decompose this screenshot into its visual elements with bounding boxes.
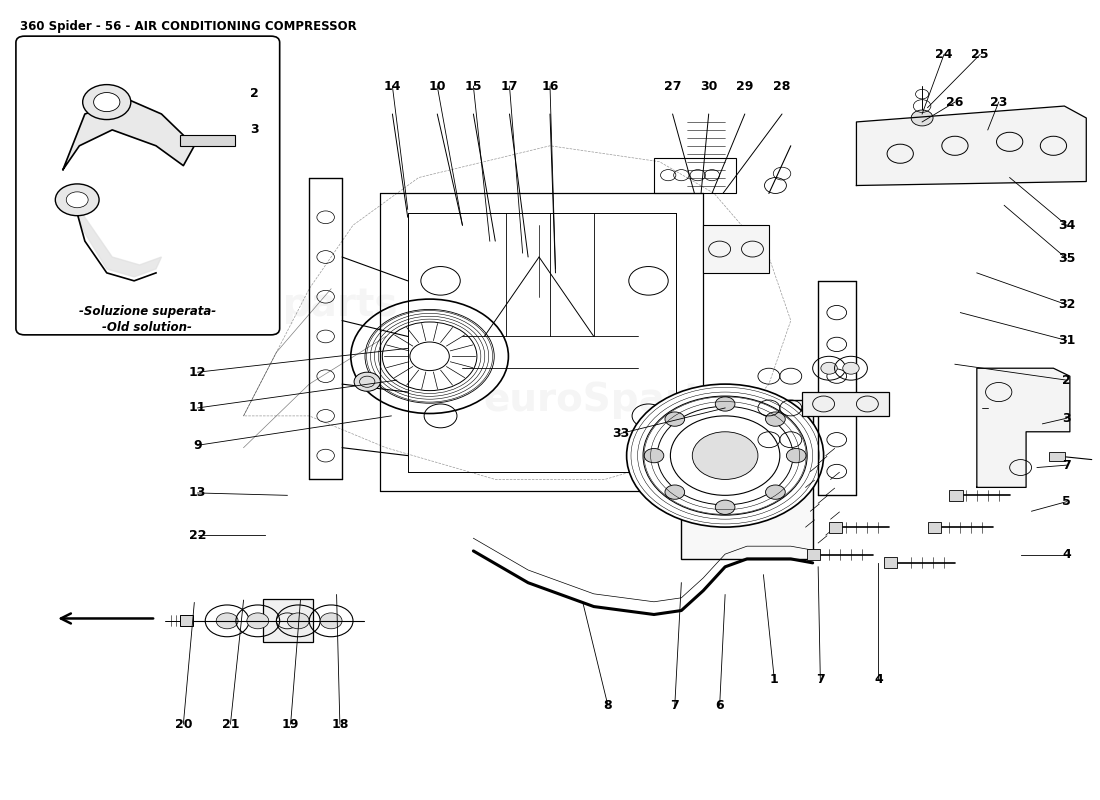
Circle shape xyxy=(821,362,837,374)
Text: 17: 17 xyxy=(500,80,518,93)
Text: 7: 7 xyxy=(670,699,679,712)
Text: 24: 24 xyxy=(935,48,953,61)
Text: 30: 30 xyxy=(700,80,717,93)
Text: 6: 6 xyxy=(715,699,724,712)
Circle shape xyxy=(94,93,120,112)
Text: 29: 29 xyxy=(736,80,754,93)
Bar xyxy=(807,550,821,561)
Text: 20: 20 xyxy=(175,718,192,730)
Circle shape xyxy=(287,613,309,629)
Text: 12: 12 xyxy=(189,366,207,378)
Bar xyxy=(180,615,194,626)
Circle shape xyxy=(217,613,238,629)
Text: 19: 19 xyxy=(282,718,299,730)
Bar xyxy=(180,134,234,146)
Bar xyxy=(949,490,962,501)
Circle shape xyxy=(766,412,785,426)
Circle shape xyxy=(82,85,131,119)
Circle shape xyxy=(911,110,933,126)
Text: 2: 2 xyxy=(250,87,258,100)
Text: euroSparts: euroSparts xyxy=(484,381,726,419)
Text: 360 Spider - 56 - AIR CONDITIONING COMPRESSOR: 360 Spider - 56 - AIR CONDITIONING COMPR… xyxy=(20,20,356,33)
Circle shape xyxy=(246,613,268,629)
Text: 10: 10 xyxy=(429,80,446,93)
Circle shape xyxy=(66,192,88,208)
Text: 15: 15 xyxy=(464,80,482,93)
Text: 14: 14 xyxy=(384,80,402,93)
Text: 32: 32 xyxy=(1058,298,1076,311)
Text: euroSparts: euroSparts xyxy=(155,286,397,324)
Text: 8: 8 xyxy=(604,699,613,712)
Polygon shape xyxy=(63,100,195,170)
Circle shape xyxy=(320,613,342,629)
Polygon shape xyxy=(68,194,162,277)
Text: 34: 34 xyxy=(1058,218,1076,232)
Text: 25: 25 xyxy=(971,48,989,61)
Circle shape xyxy=(692,432,758,479)
Text: 4: 4 xyxy=(1063,549,1071,562)
Text: 7: 7 xyxy=(816,673,825,686)
Text: 4: 4 xyxy=(874,673,882,686)
Text: 26: 26 xyxy=(946,95,964,109)
Circle shape xyxy=(627,384,824,527)
Text: 13: 13 xyxy=(189,486,207,499)
Bar xyxy=(927,522,940,533)
Text: 7: 7 xyxy=(1063,458,1071,472)
Circle shape xyxy=(843,362,859,374)
Text: 2: 2 xyxy=(1063,374,1071,386)
Text: 21: 21 xyxy=(222,718,239,730)
Circle shape xyxy=(666,485,684,499)
Text: 18: 18 xyxy=(331,718,349,730)
Bar xyxy=(829,522,843,533)
Text: 16: 16 xyxy=(541,80,559,93)
Circle shape xyxy=(55,184,99,216)
Circle shape xyxy=(666,412,684,426)
Text: 22: 22 xyxy=(189,529,207,542)
Text: 1: 1 xyxy=(770,673,779,686)
Bar xyxy=(883,558,896,569)
Text: 31: 31 xyxy=(1058,334,1076,347)
Circle shape xyxy=(766,485,785,499)
Polygon shape xyxy=(977,368,1070,487)
Text: 33: 33 xyxy=(613,427,630,440)
Text: 11: 11 xyxy=(189,402,207,414)
Bar xyxy=(703,226,769,273)
Text: 35: 35 xyxy=(1058,252,1076,265)
Bar xyxy=(681,400,813,559)
Circle shape xyxy=(410,342,449,370)
Text: 23: 23 xyxy=(990,95,1008,109)
Text: -Old solution-: -Old solution- xyxy=(102,321,192,334)
Circle shape xyxy=(715,500,735,514)
Text: 3: 3 xyxy=(1063,412,1071,425)
Bar xyxy=(263,598,312,642)
Text: 28: 28 xyxy=(773,80,791,93)
Text: 27: 27 xyxy=(663,80,681,93)
Polygon shape xyxy=(857,106,1087,186)
Bar xyxy=(1049,452,1066,461)
Circle shape xyxy=(354,372,381,391)
FancyBboxPatch shape xyxy=(15,36,279,335)
Bar xyxy=(654,158,736,194)
Text: 3: 3 xyxy=(250,123,258,136)
Circle shape xyxy=(786,449,806,462)
Circle shape xyxy=(715,397,735,411)
Bar xyxy=(802,392,889,416)
Circle shape xyxy=(645,449,663,462)
Text: -Soluzione superata-: -Soluzione superata- xyxy=(79,305,216,318)
Text: 5: 5 xyxy=(1063,495,1071,508)
Text: 9: 9 xyxy=(194,438,202,452)
